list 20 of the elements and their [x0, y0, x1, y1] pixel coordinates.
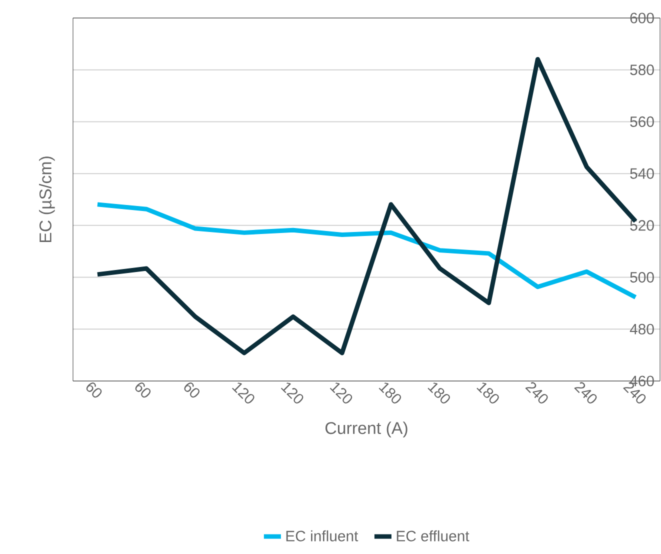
y-tick-label: 540: [630, 168, 654, 179]
y-tick-label: 480: [630, 324, 654, 334]
x-tick-label: 60: [184, 382, 200, 398]
x-tick-label: 180: [378, 382, 402, 404]
x-tick-label: 120: [232, 382, 254, 404]
x-tick-label: 60: [86, 382, 102, 398]
x-axis-title: Current (A): [325, 422, 408, 438]
legend-label: EC influent: [286, 530, 358, 542]
y-tick-label: 500: [630, 272, 654, 283]
x-tick-label: 120: [330, 382, 352, 404]
x-tick-label: 120: [280, 382, 304, 404]
x-tick-label: 180: [476, 382, 499, 404]
x-tick-label: 60: [135, 382, 151, 398]
y-tick-label: 560: [630, 116, 654, 127]
y-axis-title: EC (µS/cm): [39, 156, 55, 242]
x-tick-label: 240: [525, 382, 548, 404]
x-tick-label: 180: [428, 382, 450, 404]
legend-label: EC effluent: [396, 530, 470, 542]
y-tick-label: 580: [630, 64, 654, 76]
x-tick-label: 240: [574, 382, 597, 404]
